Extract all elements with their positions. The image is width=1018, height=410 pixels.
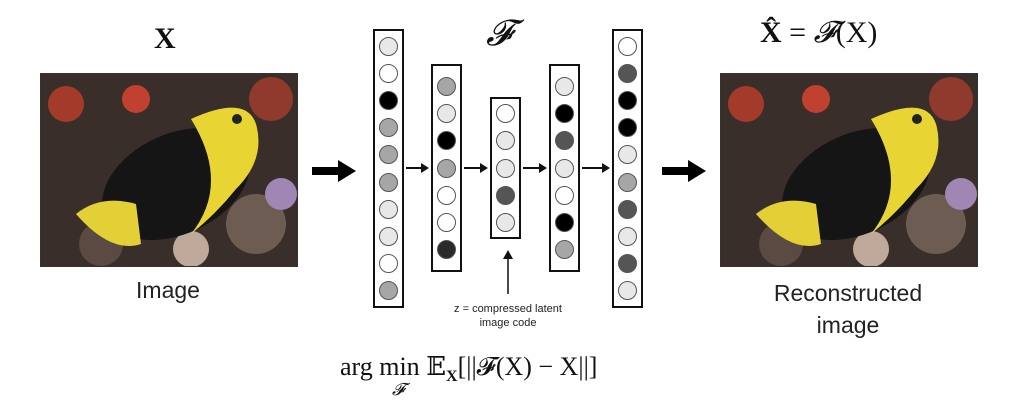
output-arg: (X): [835, 16, 878, 49]
network-node: [618, 91, 637, 110]
output-caption-line1: Reconstructed: [773, 280, 923, 306]
objective-argmin: arg min 𝓕: [340, 352, 420, 399]
input-caption: Image: [136, 277, 200, 303]
output-equals: =: [789, 16, 807, 49]
network-symbol: 𝓕: [486, 13, 513, 53]
argmin-text: arg min: [340, 352, 420, 381]
network-node: [555, 185, 574, 205]
network-node: [437, 104, 456, 124]
fish-illustration-reconstructed: [721, 74, 977, 266]
network-node: [379, 172, 398, 192]
expectation-symbol: 𝔼: [426, 352, 447, 381]
network-node: [437, 76, 456, 96]
network-layer-2: [431, 64, 462, 272]
network-node: [379, 281, 398, 301]
arrowhead-icon: [539, 163, 547, 173]
network-node: [437, 240, 456, 260]
latent-note: z = compressed latent image code: [418, 302, 598, 330]
network-node: [555, 212, 574, 232]
network-node: [437, 131, 456, 151]
output-equation: X̂ = 𝓕(X): [760, 16, 877, 50]
input-fish-image: [40, 73, 298, 267]
network-node: [618, 118, 637, 138]
network-node: [437, 185, 456, 205]
network-node: [496, 158, 515, 178]
arrowhead-icon: [421, 163, 429, 173]
objective-expression: [||𝓕(X) − X||]: [457, 352, 598, 381]
network-node: [555, 158, 574, 178]
input-symbol: X: [154, 22, 176, 55]
network-node: [496, 131, 515, 151]
output-caption: Reconstructed image: [720, 277, 976, 341]
network-layer-5: [612, 29, 643, 308]
network-node: [496, 212, 515, 232]
network-node: [379, 254, 398, 274]
arrowhead-icon: [602, 163, 610, 173]
network-node: [379, 145, 398, 165]
network-node: [437, 212, 456, 232]
fish-illustration: [41, 74, 297, 266]
output-arrow-icon: [662, 160, 706, 182]
network-node: [618, 281, 637, 301]
arrowhead-icon: [480, 163, 488, 173]
network-node: [379, 227, 398, 246]
output-hat-x: X̂: [760, 16, 782, 49]
input-arrow-icon: [312, 160, 356, 182]
network-node: [618, 199, 637, 219]
output-f: 𝓕: [813, 16, 836, 49]
network-node: [555, 76, 574, 96]
network-node: [618, 254, 637, 274]
objective-equation: arg min 𝓕 𝔼X[||𝓕(X) − X||]: [340, 352, 598, 399]
network-node: [618, 145, 637, 165]
network-node: [618, 227, 637, 246]
network-node: [496, 185, 515, 205]
network-node: [379, 36, 398, 56]
latent-note-line2: image code: [479, 317, 537, 329]
network-layer-4: [549, 64, 580, 272]
network-node: [496, 104, 515, 124]
reconstructed-fish-image: [720, 73, 978, 267]
network-node: [618, 63, 637, 83]
network-layer-3: [490, 97, 521, 239]
network-node: [437, 158, 456, 178]
network-node: [379, 63, 398, 83]
argmin-sub: 𝓕: [392, 380, 405, 399]
network-node: [555, 104, 574, 124]
network-node: [555, 240, 574, 260]
network-node: [379, 199, 398, 219]
network-layer-1: [373, 29, 404, 308]
expectation-sub: X: [446, 368, 458, 385]
network-node: [555, 131, 574, 151]
network-node: [379, 118, 398, 138]
network-node: [618, 172, 637, 192]
network-node: [618, 36, 637, 56]
latent-note-line1: z = compressed latent: [454, 303, 562, 315]
latent-pointer-arrow-icon: [503, 250, 513, 294]
network-node: [379, 91, 398, 110]
output-caption-line2: image: [816, 312, 880, 338]
